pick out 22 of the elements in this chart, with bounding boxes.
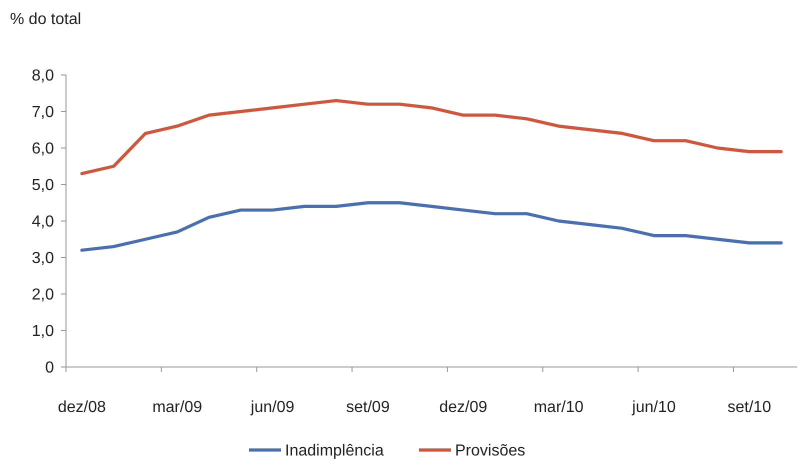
y-tick-label: 6,0 — [32, 140, 54, 158]
legend-label: Inadimplência — [285, 442, 384, 460]
x-tick-label: jun/10 — [631, 399, 676, 416]
y-tick-label: 7,0 — [32, 104, 54, 122]
x-tick-label: dez/09 — [439, 399, 488, 416]
x-tick-label: set/09 — [346, 399, 390, 416]
x-tick-label: set/10 — [728, 399, 772, 416]
x-tick-label: mar/10 — [534, 399, 584, 416]
y-tick-label: 0 — [45, 360, 54, 377]
y-tick-label: 3,0 — [32, 250, 54, 268]
y-axis-title: % do total — [10, 11, 82, 28]
x-tick-label: mar/09 — [152, 399, 202, 416]
y-tick-label: 8,0 — [32, 68, 54, 85]
line-series — [80, 98, 783, 176]
y-tick-label: 4,0 — [32, 214, 54, 231]
y-tick-label: 5,0 — [32, 177, 54, 194]
y-tick-label: 2,0 — [32, 286, 54, 304]
y-tick-label: 1,0 — [32, 323, 54, 340]
x-tick-label: dez/08 — [58, 399, 106, 416]
x-tick-label: jun/09 — [250, 399, 294, 416]
line-series — [80, 201, 783, 252]
legend-label: Provisões — [455, 442, 526, 460]
